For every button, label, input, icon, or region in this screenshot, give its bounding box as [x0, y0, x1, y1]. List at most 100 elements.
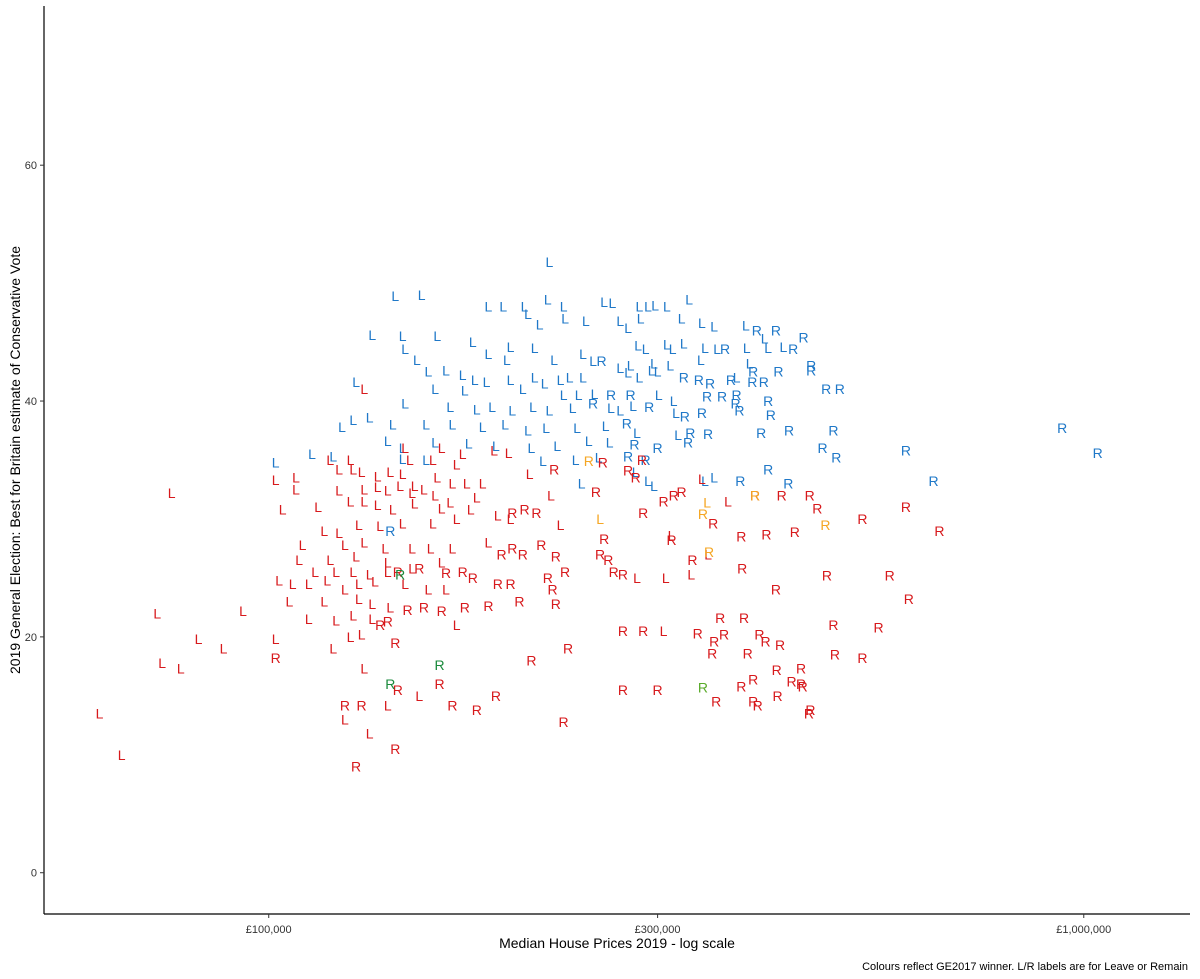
data-point-conservative: L [469, 334, 477, 350]
data-point-labour: R [637, 452, 647, 468]
data-point-labour: L [292, 482, 300, 498]
data-point-labour: R [787, 674, 797, 690]
data-point-labour: R [739, 610, 749, 626]
data-point-labour: R [493, 576, 503, 592]
data-point-labour: R [750, 487, 760, 503]
data-point-conservative: L [531, 370, 539, 386]
data-point-conservative: L [422, 417, 430, 433]
data-point-labour: L [449, 540, 457, 556]
data-point-labour: R [514, 594, 524, 610]
data-point-conservative: L [521, 299, 529, 315]
data-point-conservative: L [485, 346, 493, 362]
data-point-labour: L [358, 464, 366, 480]
data-point-labour: L [349, 564, 357, 580]
data-point-labour: R [390, 741, 400, 757]
data-point-conservative: L [624, 320, 632, 336]
data-point-conservative: R [683, 434, 693, 450]
data-point-conservative: R [641, 452, 651, 468]
data-point-conservative: L [566, 370, 574, 386]
data-point-labour: L [431, 487, 439, 503]
data-point-labour: R [719, 627, 729, 643]
data-point-conservative: L [624, 365, 632, 381]
data-point-labour: L [384, 483, 392, 499]
data-point-conservative: R [726, 372, 736, 388]
data-point-conservative: L [578, 476, 586, 492]
data-point-labour: L [446, 495, 454, 511]
data-point-labour: L [341, 582, 349, 598]
data-point-labour: L [473, 490, 481, 506]
data-point-labour: L [329, 641, 337, 657]
data-point-conservative: R [752, 322, 762, 338]
data-point-labour: L [177, 661, 185, 677]
data-point-conservative: L [465, 436, 473, 452]
data-point-labour: R [460, 599, 470, 615]
data-point-conservative: L [579, 346, 587, 362]
data-point-labour: R [559, 714, 569, 730]
data-point-labour: L [305, 611, 313, 627]
data-point-conservative: L [678, 311, 686, 327]
data-point-labour: L [479, 476, 487, 492]
data-point-labour: L [371, 574, 379, 590]
data-point-labour: R [468, 570, 478, 586]
data-point-labour: R [393, 682, 403, 698]
data-point-conservative: R [697, 405, 707, 421]
data-point-conservative: L [531, 340, 539, 356]
data-point-labour: L [349, 461, 357, 477]
data-point-labour: L [195, 631, 203, 647]
data-point-conservative: L [483, 374, 491, 390]
data-point-conservative: R [817, 440, 827, 456]
data-point-conservative: R [773, 364, 783, 380]
data-point-conservative: L [627, 358, 635, 374]
data-point-conservative: R [748, 364, 758, 380]
data-point-labour: R [536, 537, 546, 553]
data-point-labour: R [772, 662, 782, 678]
data-point-labour: R [434, 676, 444, 692]
data-point-conservative: L [449, 417, 457, 433]
data-point-labour: R [777, 487, 787, 503]
data-point-labour: L [358, 627, 366, 643]
data-point-conservative: L [637, 311, 645, 327]
data-point-labour: L [453, 457, 461, 473]
data-point-conservative: L [764, 340, 772, 356]
data-point-labour: R [375, 617, 385, 633]
data-point-labour: L [299, 537, 307, 553]
data-point-labour: R [711, 694, 721, 710]
data-point-conservative: L [422, 452, 430, 468]
data-point-labour: R [414, 561, 424, 577]
data-point-labour: L [438, 440, 446, 456]
data-point-conservative: L [539, 453, 547, 469]
data-point-labour: L [118, 747, 126, 763]
data-point-conservative: L [557, 372, 565, 388]
data-point-conservative: L [572, 452, 580, 468]
data-point-labour: R [609, 564, 619, 580]
data-point-labour: R [693, 625, 703, 641]
data-point-labour: R [458, 564, 468, 580]
data-point-conservative: L [595, 450, 603, 466]
chart-caption: Colours reflect GE2017 winner. L/R label… [862, 961, 1188, 973]
data-point-labour: L [360, 381, 368, 397]
data-point-conservative: L [418, 287, 426, 303]
data-point-labour: R [563, 641, 573, 657]
data-point-conservative: R [821, 381, 831, 397]
data-point-labour: L [429, 452, 437, 468]
data-point-labour: L [320, 594, 328, 610]
data-point-conservative: L [503, 352, 511, 368]
data-point-conservative: L [461, 382, 469, 398]
data-point-conservative: L [431, 381, 439, 397]
data-point-labour: L [272, 472, 280, 488]
y-ticks: 0 20 40 60 [25, 160, 44, 880]
data-point-labour: R [772, 688, 782, 704]
data-point-conservative: R [385, 523, 395, 539]
data-point-conservative: L [651, 298, 659, 314]
data-point-conservative: L [272, 454, 280, 470]
data-point-labour: R [709, 634, 719, 650]
data-point-labour: L [335, 483, 343, 499]
data-point-conservative: L [499, 299, 507, 315]
data-point-labour: L [415, 688, 423, 704]
data-point-labour: R [828, 617, 838, 633]
data-point-conservative: L [391, 288, 399, 304]
data-point-conservative: L [399, 440, 407, 456]
data-point-labour: R [618, 623, 628, 639]
y-tick-label: 20 [25, 632, 37, 644]
